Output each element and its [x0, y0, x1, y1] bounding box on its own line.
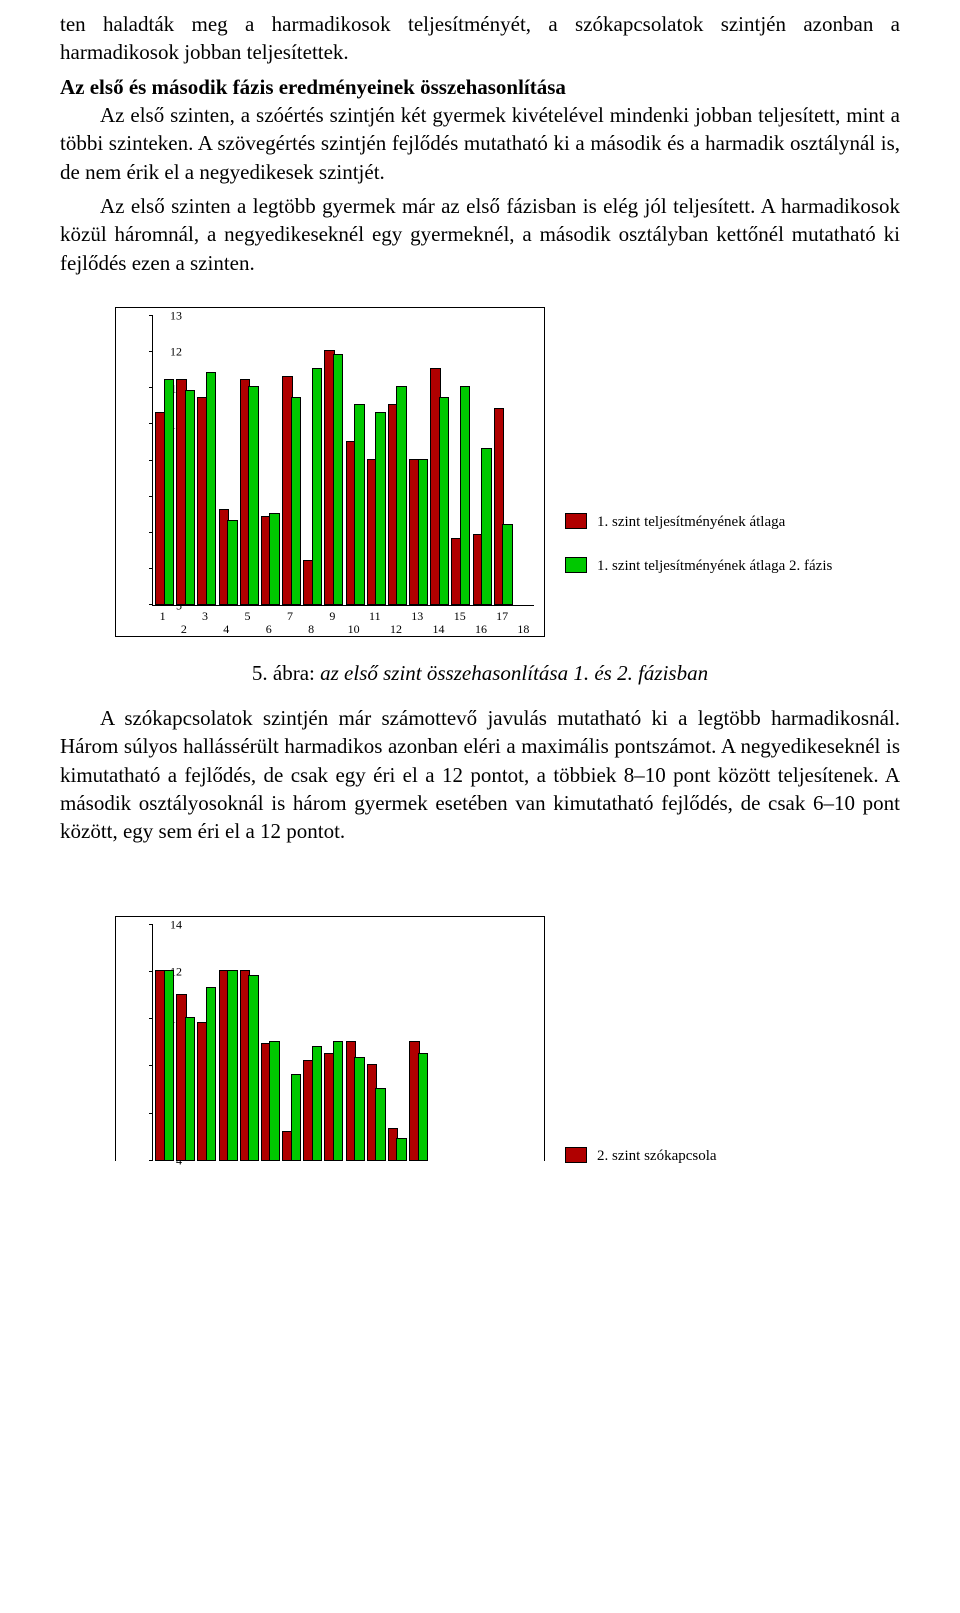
- bar-series2: [291, 397, 301, 605]
- bar-series2: [269, 1041, 279, 1161]
- bar-series2: [164, 970, 174, 1161]
- legend-swatch-red-2: [565, 1147, 587, 1163]
- legend-2-text: 1. szint teljesítményének átlaga 2. fázi…: [597, 557, 832, 575]
- bar-series2: [439, 397, 449, 605]
- caption-text: az első szint összehasonlítása 1. és 2. …: [315, 661, 708, 685]
- bar-series2: [333, 1041, 343, 1161]
- legend-row-1: 1. szint teljesítményének átlaga: [565, 513, 845, 531]
- x-tick: 4: [223, 606, 229, 637]
- bar-series2: [312, 1046, 322, 1161]
- chart-1-legend: 1. szint teljesítményének átlaga 1. szin…: [565, 513, 845, 601]
- x-tick: 1: [160, 606, 166, 624]
- chart-1: 5678910111213123456789101112131415161718: [115, 307, 545, 637]
- bar-series2: [248, 975, 258, 1161]
- para-3: Az első szinten a legtöbb gyermek már az…: [60, 192, 900, 277]
- x-tick: 10: [348, 606, 360, 637]
- heading-bold: Az első és második fázis eredményeinek ö…: [60, 75, 566, 99]
- bar-series2: [354, 1057, 364, 1160]
- bar-series2: [375, 412, 385, 605]
- bar-series2: [291, 1074, 301, 1161]
- bar-series2: [418, 459, 428, 606]
- chart-2-legend: 2. szint szókapcsola: [565, 1147, 845, 1165]
- bar-series2: [396, 1138, 406, 1161]
- legend-3-text: 2. szint szókapcsola: [597, 1147, 717, 1165]
- legend-1-text: 1. szint teljesítményének átlaga: [597, 513, 785, 531]
- bar-series2: [333, 354, 343, 605]
- x-tick: 2: [181, 606, 187, 637]
- x-tick: 16: [475, 606, 487, 637]
- bar-series2: [269, 513, 279, 605]
- x-tick: 13: [411, 606, 423, 624]
- chart-2-wrap: 468101214 2. szint szókapcsola: [60, 916, 900, 1161]
- x-tick: 15: [454, 606, 466, 624]
- chart-2: 468101214: [115, 916, 545, 1161]
- caption-num: 5. ábra:: [252, 661, 315, 685]
- legend-row-2: 1. szint teljesítményének átlaga 2. fázi…: [565, 557, 845, 575]
- bar-series2: [164, 379, 174, 605]
- x-tick: 9: [329, 606, 335, 624]
- x-tick: 12: [390, 606, 402, 637]
- para-2: Az első és második fázis eredményeinek ö…: [60, 73, 900, 186]
- bar-series2: [227, 520, 237, 605]
- bar-series2: [227, 970, 237, 1161]
- legend-row-3: 2. szint szókapcsola: [565, 1147, 845, 1165]
- x-tick: 7: [287, 606, 293, 624]
- para-1: ten haladták meg a harmadikosok teljesít…: [60, 10, 900, 67]
- legend-swatch-green: [565, 557, 587, 573]
- x-tick: 18: [517, 606, 529, 637]
- bar-series2: [312, 368, 322, 605]
- para-4: A szókapcsolatok szintjén már számottevő…: [60, 704, 900, 846]
- bar-series2: [185, 1017, 195, 1161]
- x-tick: 6: [266, 606, 272, 637]
- x-tick: 11: [369, 606, 381, 624]
- chart-1-wrap: 5678910111213123456789101112131415161718…: [60, 307, 900, 637]
- bar-series2: [354, 404, 364, 605]
- bar-series2: [375, 1088, 385, 1161]
- bar-series2: [206, 372, 216, 605]
- chart-1-caption: 5. ábra: az első szint összehasonlítása …: [60, 661, 900, 686]
- bar-series2: [185, 390, 195, 605]
- x-tick: 3: [202, 606, 208, 624]
- bar-series2: [502, 524, 512, 605]
- x-tick: 5: [245, 606, 251, 624]
- bar-series2: [481, 448, 491, 605]
- bar-series2: [206, 987, 216, 1161]
- bar-series2: [248, 386, 258, 605]
- bar-series2: [396, 386, 406, 605]
- legend-swatch-red: [565, 513, 587, 529]
- bar-series2: [460, 386, 470, 605]
- x-tick: 17: [496, 606, 508, 624]
- para-2-body: Az első szinten, a szóértés szintjén két…: [60, 101, 900, 186]
- x-tick: 14: [433, 606, 445, 637]
- x-tick: 8: [308, 606, 314, 637]
- bar-series2: [418, 1053, 428, 1161]
